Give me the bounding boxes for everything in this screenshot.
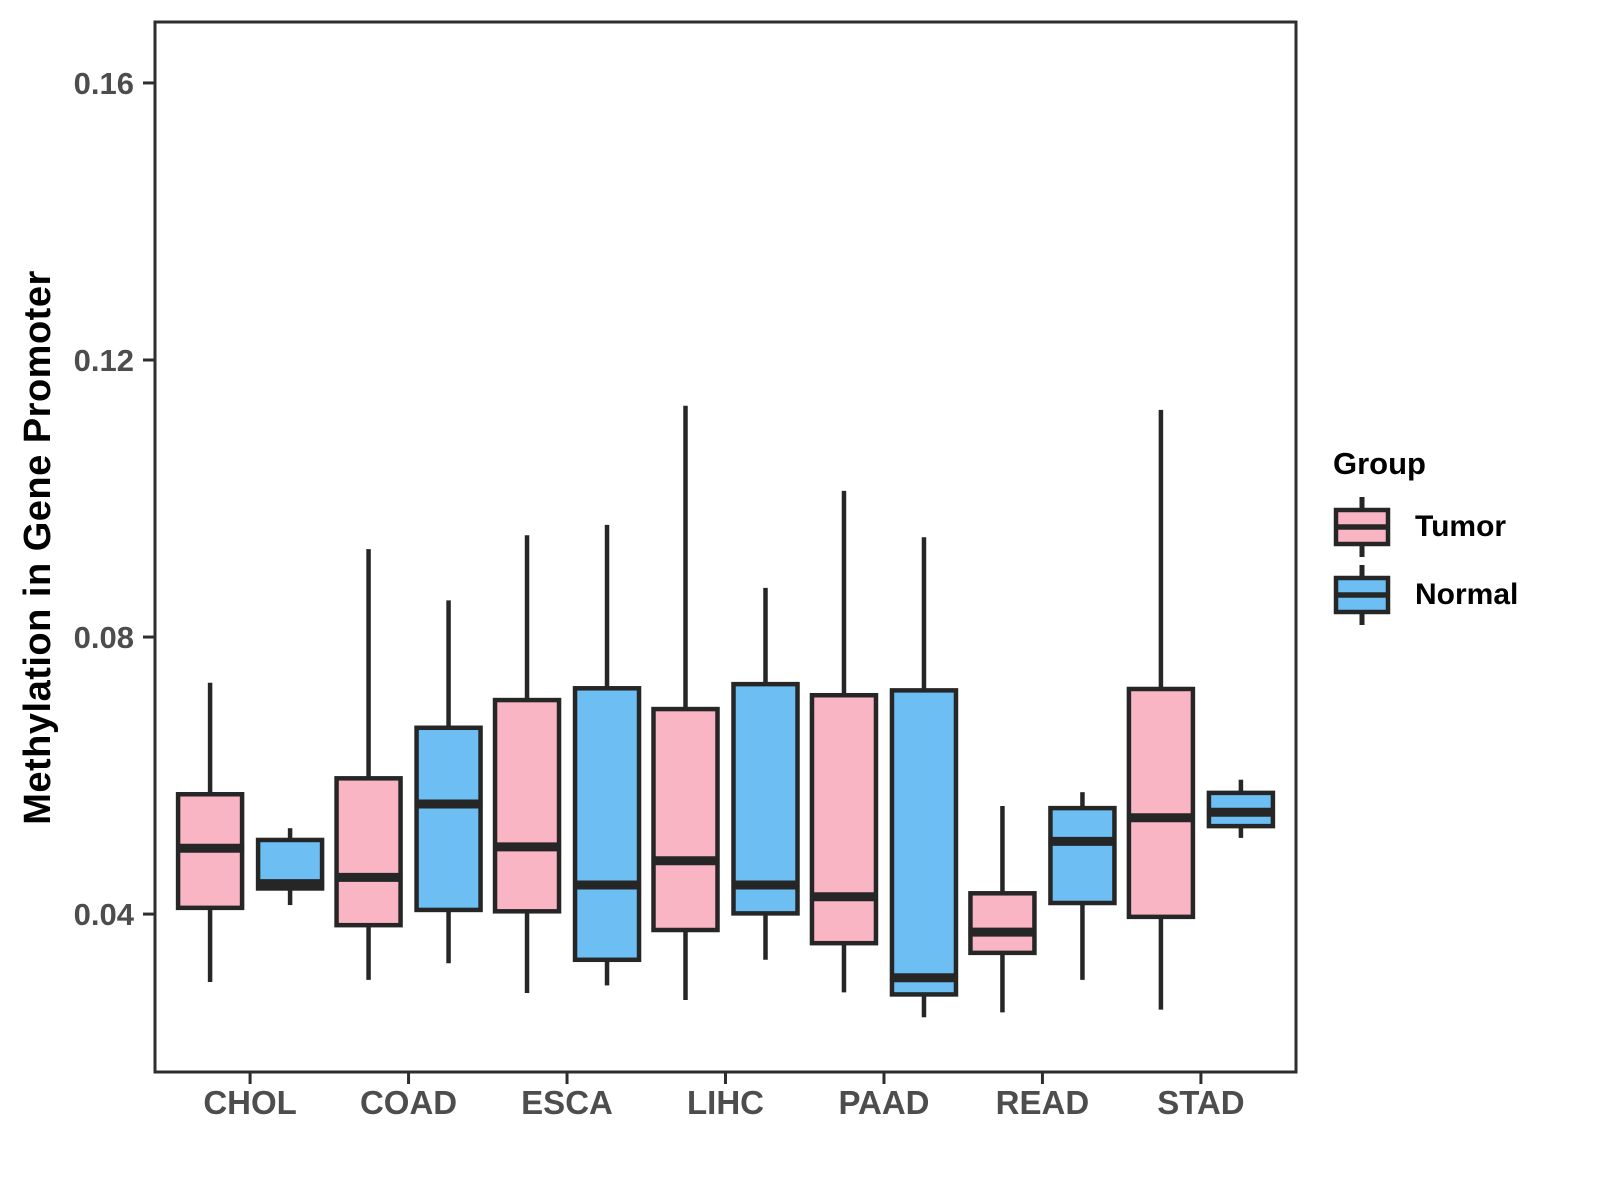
box-ESCA-normal xyxy=(572,686,642,963)
legend: Group Tumor Normal xyxy=(1333,446,1518,634)
y-tick-label-0.08: 0.08 xyxy=(74,620,134,655)
legend-key-icon-normal xyxy=(1333,565,1391,625)
x-tick-label-CHOL: CHOL xyxy=(203,1084,297,1121)
y-tick-label-0.16: 0.16 xyxy=(74,66,134,101)
legend-label-normal: Normal xyxy=(1415,578,1519,611)
legend-item-normal: Normal xyxy=(1333,565,1519,625)
y-tick-label-0.04: 0.04 xyxy=(74,897,135,932)
y-axis-title-text: Methylation in Gene Promoter xyxy=(16,269,59,825)
x-tick-label-COAD: COAD xyxy=(360,1084,457,1121)
box-READ-tumor xyxy=(968,891,1037,956)
x-tick-label-PAAD: PAAD xyxy=(838,1084,929,1121)
legend-key-icon-tumor xyxy=(1333,497,1391,557)
legend-item-tumor: Tumor xyxy=(1333,497,1518,557)
legend-items: Tumor Normal xyxy=(1333,497,1519,625)
box-PAAD-normal xyxy=(889,688,959,997)
x-tick-label-ESCA: ESCA xyxy=(521,1084,613,1121)
legend-label-tumor: Tumor xyxy=(1415,510,1507,543)
x-tick-label-LIHC: LIHC xyxy=(687,1084,764,1121)
box-READ-normal xyxy=(1048,805,1117,906)
box-LIHC-normal xyxy=(731,681,800,916)
box-PAAD-tumor xyxy=(809,692,879,946)
x-tick-label-READ: READ xyxy=(996,1084,1090,1121)
box-COAD-tumor xyxy=(334,776,403,928)
box-ESCA-tumor xyxy=(492,697,562,914)
y-axis-title: Methylation in Gene Promoter xyxy=(2,0,74,1094)
box-LIHC-tumor xyxy=(651,706,720,933)
box-STAD-tumor xyxy=(1126,686,1196,920)
legend-title: Group xyxy=(1333,446,1426,481)
y-tick-label-0.12: 0.12 xyxy=(74,343,134,378)
box-COAD-normal xyxy=(414,725,483,913)
panel xyxy=(153,20,1298,1074)
x-tick-label-STAD: STAD xyxy=(1157,1084,1244,1121)
